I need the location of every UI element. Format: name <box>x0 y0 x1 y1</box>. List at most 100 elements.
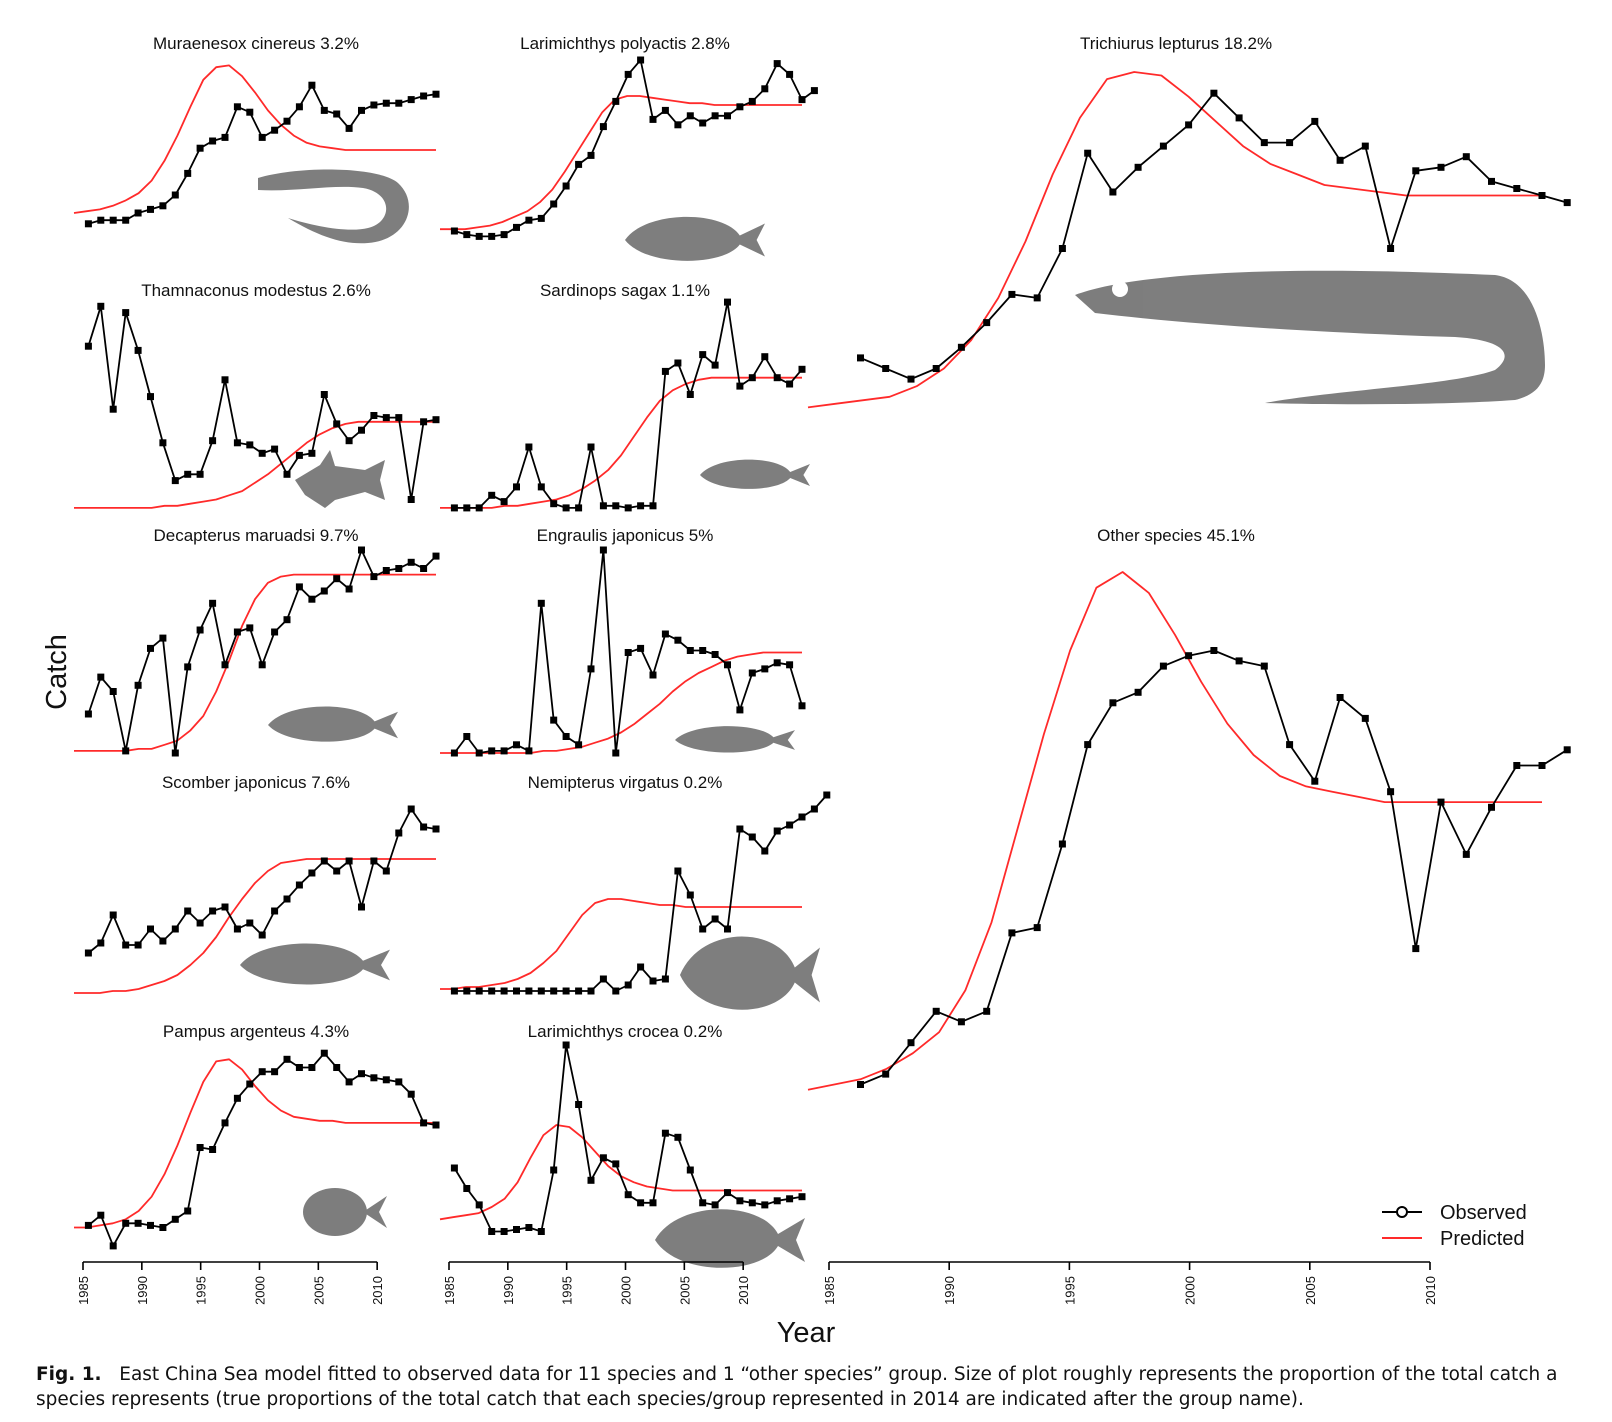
observed-point <box>407 558 415 566</box>
observed-point <box>407 96 415 104</box>
observed-point <box>395 565 403 572</box>
observed-point <box>513 987 520 995</box>
observed-point <box>209 1146 217 1153</box>
observed-point <box>587 987 595 995</box>
observed-point <box>798 1193 806 1201</box>
observed-point <box>450 987 458 995</box>
observed-series <box>87 305 437 501</box>
observed-point <box>686 391 694 398</box>
observed-point <box>196 144 204 152</box>
observed-point <box>345 857 353 865</box>
observed-point <box>122 747 130 755</box>
observed-point <box>983 319 991 327</box>
observed-point <box>295 583 303 591</box>
observed-point <box>525 216 533 224</box>
observed-point <box>450 504 458 512</box>
observed-point <box>748 1199 756 1207</box>
observed-point <box>612 749 620 757</box>
observed-point <box>407 1090 415 1098</box>
observed-point <box>184 1207 192 1215</box>
observed-point <box>810 805 818 813</box>
observed-point <box>562 987 570 995</box>
observed-point <box>122 941 130 949</box>
observed-point <box>97 1211 105 1219</box>
observed-point <box>550 200 558 208</box>
observed-point <box>748 97 756 105</box>
observed-point <box>773 60 781 68</box>
observed-point <box>84 1221 92 1229</box>
observed-point <box>1159 662 1167 670</box>
panel-title: Larimichthys polyactis 2.8% <box>520 34 730 53</box>
observed-point <box>773 827 781 835</box>
observed-point <box>147 205 154 213</box>
observed-point <box>358 426 365 434</box>
observed-point <box>475 1201 483 1209</box>
observed-point <box>857 1081 864 1088</box>
observed-point <box>1008 929 1016 937</box>
observed-point <box>475 504 483 512</box>
observed-point <box>475 987 483 995</box>
observed-point <box>1437 163 1445 171</box>
observed-point <box>674 121 682 129</box>
observed-point <box>711 1201 719 1209</box>
observed-point <box>798 702 806 710</box>
observed-point <box>432 825 440 833</box>
observed-point <box>1387 788 1395 796</box>
observed-point <box>184 907 192 915</box>
observed-point <box>649 671 657 679</box>
observed-point <box>761 353 769 361</box>
tick-label: 2005 <box>311 1276 326 1305</box>
panel-muraenesox-cinereus-3-2: Muraenesox cinereus 3.2% <box>73 34 440 244</box>
observed-point <box>395 99 403 107</box>
observed-point <box>147 925 154 933</box>
observed-point <box>1084 741 1092 749</box>
predicted-series <box>807 571 1542 1091</box>
observed-point <box>246 108 254 116</box>
observed-point <box>1462 153 1470 161</box>
observed-point <box>1563 199 1571 207</box>
observed-point <box>283 117 291 125</box>
observed-point <box>550 500 558 508</box>
observed-point <box>134 346 142 354</box>
observed-point <box>810 87 818 95</box>
observed-point <box>624 70 632 78</box>
axis-middle: 1985 1990 1995 2000 2005 2010 <box>442 1261 751 1305</box>
observed-point <box>246 919 254 927</box>
observed-point <box>686 112 694 120</box>
observed-point <box>345 1078 353 1086</box>
observed-point <box>147 644 154 652</box>
observed-point <box>246 441 254 449</box>
observed-point <box>370 412 378 419</box>
panel-decapterus-maruadsi-9-7: Decapterus maruadsi 9.7% <box>74 526 440 757</box>
observed-point <box>587 443 595 451</box>
observed-point <box>907 375 915 383</box>
sardine-icon <box>700 459 810 489</box>
tick-label: 1985 <box>76 1276 91 1305</box>
observed-point <box>587 665 595 673</box>
filefish-icon <box>295 450 385 508</box>
tick-label: 1985 <box>822 1276 837 1305</box>
observed-point <box>699 1199 707 1207</box>
observed-point <box>550 987 558 995</box>
observed-point <box>233 439 241 447</box>
chart-panels: Muraenesox cinereus 3.2% Larimichthys pol… <box>73 34 1571 1268</box>
observed-point <box>724 1189 731 1197</box>
observed-point <box>525 747 533 755</box>
observed-point <box>395 414 403 422</box>
observed-point <box>748 833 756 841</box>
observed-point <box>122 1219 130 1227</box>
observed-point <box>587 1176 595 1184</box>
observed-point <box>171 925 179 933</box>
observed-point <box>599 546 607 554</box>
observed-point <box>488 491 496 499</box>
observed-point <box>599 123 607 131</box>
observed-point <box>932 1007 940 1015</box>
observed-point <box>488 1228 496 1235</box>
observed-point <box>513 1226 520 1233</box>
observed-point <box>983 1007 991 1015</box>
observed-point <box>587 151 595 159</box>
observed-point <box>537 483 545 491</box>
observed-point <box>382 99 390 107</box>
observed-point <box>184 470 192 478</box>
observed-point <box>882 365 890 372</box>
